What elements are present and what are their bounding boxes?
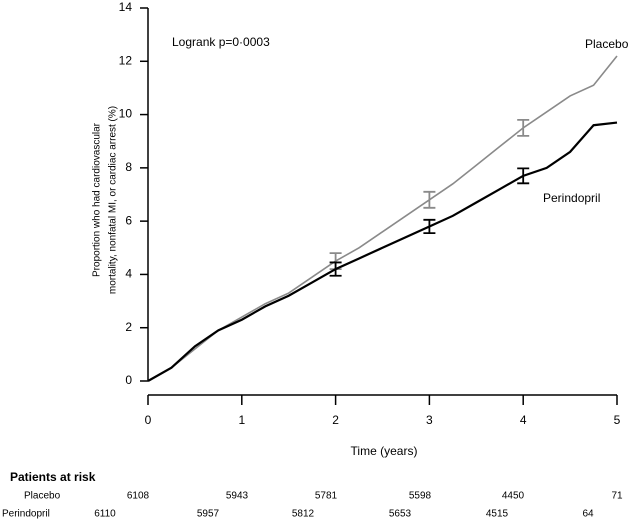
legend-label: Placebo (585, 37, 629, 51)
y-tick-label: 14 (119, 0, 133, 14)
x-tick-label: 5 (614, 413, 621, 427)
risk-value: 5598 (409, 491, 432, 502)
x-tick-label: 0 (145, 413, 152, 427)
error-bar (517, 119, 530, 137)
error-bar (517, 167, 530, 185)
y-tick-label: 12 (119, 53, 133, 67)
error-bar (423, 218, 436, 235)
risk-value: 4450 (502, 491, 525, 502)
x-tick-label: 4 (520, 413, 527, 427)
y-tick-label: 0 (125, 373, 132, 387)
y-axis-label: mortality, nonfatal MI, or cardiac arres… (108, 106, 119, 294)
x-tick-label: 2 (332, 413, 339, 427)
risk-value: 5957 (197, 509, 220, 520)
error-bar (423, 190, 436, 209)
risk-value: 5653 (389, 509, 412, 520)
y-tick-label: 10 (119, 107, 133, 121)
y-tick-label: 8 (125, 160, 132, 174)
error-bar (329, 261, 342, 277)
risk-table-title: Patients at risk (10, 470, 96, 484)
risk-value: 71 (611, 491, 623, 502)
risk-value: 5812 (292, 509, 315, 520)
risk-value: 4515 (486, 509, 509, 520)
y-tick-label: 4 (125, 267, 132, 281)
risk-row-name: Placebo (24, 491, 61, 502)
annotation: Logrank p=0·0003 (172, 35, 270, 49)
risk-value: 6110 (94, 509, 116, 520)
risk-row-name: Perindopril (2, 509, 50, 520)
y-tick-label: 6 (125, 213, 132, 227)
risk-value: 5781 (315, 491, 338, 502)
x-tick-label: 3 (426, 413, 433, 427)
risk-value: 64 (582, 509, 594, 520)
legend-label: Perindopril (543, 191, 600, 205)
risk-value: 6108 (127, 491, 150, 502)
risk-value: 5943 (226, 491, 249, 502)
line (147, 55, 618, 382)
y-axis-label: Proportion who had cardiovascular (92, 122, 103, 277)
x-axis-label: Time (years) (351, 444, 418, 458)
y-tick-label: 2 (125, 320, 132, 334)
line (147, 121, 618, 382)
x-tick-label: 1 (238, 413, 245, 427)
